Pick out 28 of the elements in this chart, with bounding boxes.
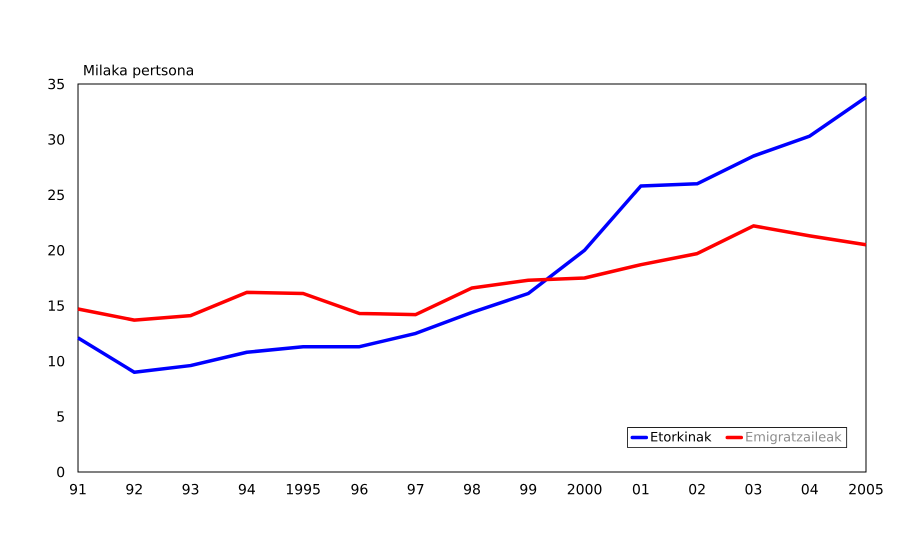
y-tick-label: 5 xyxy=(57,411,64,422)
x-tick-label: 97 xyxy=(408,484,424,494)
y-tick-label: 10 xyxy=(48,356,64,366)
x-tick-label: 1995 xyxy=(286,484,320,494)
y-tick-label: 30 xyxy=(48,134,64,145)
x-tick-label: 02 xyxy=(689,484,705,494)
x-tick-label: 03 xyxy=(745,484,762,494)
x-tick-label: 99 xyxy=(520,484,536,494)
x-tick-label: 92 xyxy=(126,484,142,494)
x-tick-label: 94 xyxy=(238,484,255,494)
y-axis-title: Milaka pertsona xyxy=(84,64,193,78)
x-tick-label: 01 xyxy=(632,484,648,494)
x-tick-label: 96 xyxy=(351,484,368,494)
x-tick-label: 91 xyxy=(70,484,86,494)
legend-label: Etorkinak xyxy=(651,432,712,442)
line-series xyxy=(76,96,868,374)
line-series xyxy=(76,224,868,322)
legend-label: Emigratzaileak xyxy=(746,432,842,444)
y-tick-label: 35 xyxy=(48,78,64,90)
y-tick-label: 25 xyxy=(48,190,64,200)
x-tick-label: 2000 xyxy=(568,484,602,494)
x-tick-label: 04 xyxy=(802,484,818,494)
y-tick-label: 20 xyxy=(48,244,64,256)
y-tick-label: 0 xyxy=(57,466,64,478)
x-tick-label: 2005 xyxy=(849,484,883,494)
x-tick-label: 98 xyxy=(464,484,480,494)
y-tick-label: 15 xyxy=(48,300,64,311)
x-tick-label: 93 xyxy=(182,484,198,494)
